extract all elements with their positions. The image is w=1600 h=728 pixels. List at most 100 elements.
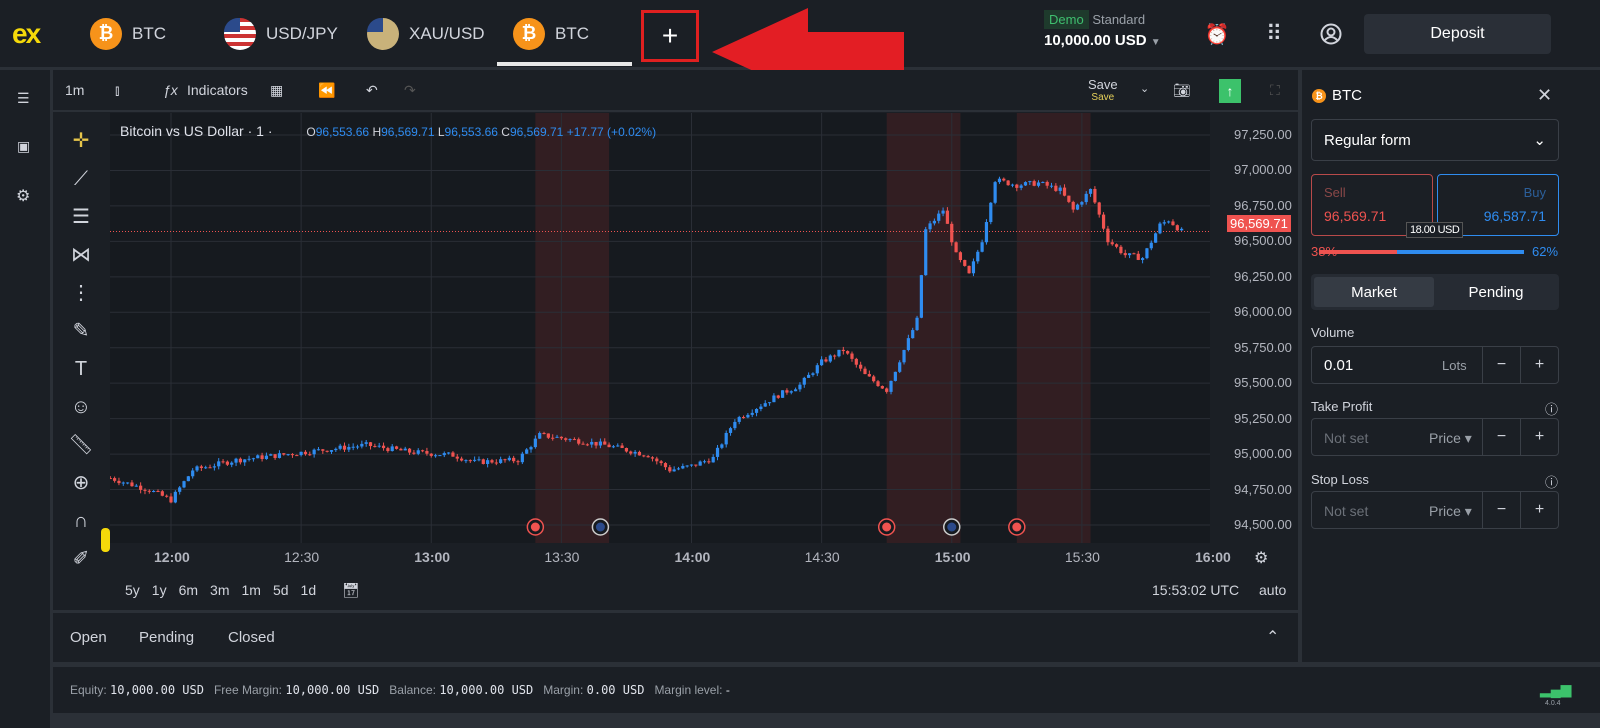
camera-icon[interactable]: 📷︎ [1173, 82, 1191, 98]
save-button[interactable]: Save Save [1088, 77, 1118, 103]
volume-increase[interactable]: + [1520, 347, 1558, 383]
redo-icon[interactable]: ↷ [404, 82, 416, 98]
candle-body [295, 455, 299, 457]
price-tick: 96,500.00 [1234, 233, 1292, 249]
fullscreen-icon[interactable]: ⛶ [1270, 82, 1280, 98]
range-1d[interactable]: 1d [300, 582, 317, 598]
replay-icon[interactable]: ⏪ [318, 82, 336, 98]
candle-body [113, 478, 117, 481]
interval-button[interactable]: 1m [65, 82, 85, 98]
pending-tab[interactable]: Pending [1468, 283, 1524, 301]
chevron-down-icon: ▼ [1150, 37, 1161, 48]
undo-icon[interactable]: ↶ [366, 82, 378, 98]
add-tab-button[interactable]: + [641, 10, 699, 62]
utc-clock[interactable]: 15:53:02 UTC [1152, 582, 1240, 598]
take-profit-input[interactable]: Not set [1324, 430, 1369, 446]
tab-btc-active[interactable]: ₿ BTC [513, 0, 589, 67]
candle-body [186, 476, 190, 482]
buy-button[interactable]: Buy 96,587.71 [1437, 174, 1559, 236]
fib-lines-icon[interactable]: ☰ [72, 206, 90, 228]
tab-btc-1[interactable]: ₿ BTC [90, 0, 166, 67]
ruler-icon[interactable]: 📏︎ [68, 434, 94, 456]
help-icon[interactable]: ⓘ [1545, 475, 1559, 490]
range-5y[interactable]: 5y [125, 582, 140, 598]
candle-body [1015, 184, 1019, 188]
candle-body [143, 489, 147, 491]
lock-drawing-icon[interactable]: ✐ [72, 548, 90, 570]
brush-icon[interactable]: ✎ [72, 320, 90, 342]
candle-body [1054, 185, 1058, 191]
collapse-toolbar-handle[interactable] [101, 528, 110, 552]
account-selector[interactable]: Demo Standard 10,000.00 USD ▼ [1044, 10, 1161, 49]
range-5d[interactable]: 5d [272, 582, 289, 598]
bitcoin-icon: ₿ [513, 17, 545, 50]
deposit-button[interactable]: Deposit [1364, 14, 1551, 54]
apps-grid-icon[interactable]: ⠿ [1265, 21, 1283, 46]
tab-closed[interactable]: Closed [228, 629, 275, 646]
candle-body [984, 222, 989, 243]
crosshair-icon[interactable]: ✛ [72, 130, 90, 152]
candle-body [455, 456, 459, 459]
candle-body [195, 466, 199, 471]
volume-decrease[interactable]: − [1482, 347, 1520, 383]
axis-settings-icon[interactable]: ⚙ [1254, 550, 1269, 567]
zoom-in-icon[interactable]: ⊕ [72, 472, 90, 494]
layout-grid-icon[interactable]: ▦ [270, 82, 284, 98]
settings-gear-icon[interactable]: ⚙ [16, 188, 31, 205]
magnet-icon[interactable]: ∩ [73, 510, 89, 532]
range-6m[interactable]: 6m [178, 582, 199, 598]
market-tab[interactable]: Market [1314, 277, 1434, 307]
candle-body [807, 374, 811, 378]
candle-body [824, 359, 828, 362]
alarm-clock-icon[interactable]: ⏰ [1204, 23, 1230, 46]
emoji-icon[interactable]: ☺ [70, 396, 92, 418]
tp-increase[interactable]: + [1520, 419, 1558, 455]
indicators-button[interactable]: Indicators [187, 82, 248, 98]
user-profile-icon[interactable] [1316, 20, 1346, 48]
candle-body [1171, 221, 1175, 226]
volume-input[interactable]: 0.01 [1324, 357, 1354, 374]
free-margin-value: 10,000.00 USD [285, 683, 380, 697]
tp-decrease[interactable]: − [1482, 419, 1520, 455]
save-dropdown-icon[interactable]: ⌄ [1140, 83, 1150, 95]
signal-strength-icon: ▂▄▆ [1540, 681, 1572, 697]
prediction-icon[interactable]: ⋮ [71, 282, 91, 304]
pattern-icon[interactable]: ⋈ [71, 244, 91, 266]
range-3m[interactable]: 3m [210, 582, 230, 598]
candle-body [503, 459, 507, 461]
tab-usdjpy[interactable]: USD/JPY [224, 0, 338, 67]
candle-body [451, 452, 455, 457]
tab-xauusd[interactable]: XAU/USD [367, 0, 485, 67]
text-icon[interactable]: T [74, 358, 88, 380]
range-1m[interactable]: 1m [241, 582, 261, 598]
candle-body [1062, 187, 1067, 196]
price-chart[interactable] [108, 113, 1213, 543]
logo[interactable]: ex [12, 18, 41, 49]
tab-pending[interactable]: Pending [139, 629, 195, 646]
tab-open[interactable]: Open [70, 629, 107, 646]
calendar-icon[interactable]: ▣ [17, 138, 31, 154]
help-icon[interactable]: ⓘ [1545, 402, 1559, 417]
sell-price: 96,569.71 [1324, 208, 1387, 224]
goto-date-icon[interactable]: 📅︎ [342, 582, 360, 598]
range-1y[interactable]: 1y [151, 582, 167, 598]
stop-loss-input[interactable]: Not set [1324, 503, 1369, 519]
trend-line-icon[interactable]: ⟋ [74, 168, 88, 190]
auto-scale-button[interactable]: auto [1259, 582, 1287, 598]
stop-loss-field: Not set Price ▾ − + [1311, 491, 1559, 529]
session-highlight [886, 113, 961, 543]
sl-increase[interactable]: + [1520, 492, 1558, 528]
price-mode-select[interactable]: Price ▾ [1429, 430, 1472, 446]
candle-type-icon[interactable]: ⫾ [115, 82, 120, 98]
candle-body [481, 459, 485, 464]
list-icon[interactable]: ☰ [17, 90, 30, 106]
sl-decrease[interactable]: − [1482, 492, 1520, 528]
chevron-up-icon[interactable]: ⌃ [1266, 629, 1280, 646]
candle-body [264, 455, 269, 460]
candle-body [620, 445, 624, 449]
close-icon[interactable]: ✕ [1537, 85, 1553, 105]
publish-arrow-up-icon[interactable]: ↑ [1219, 79, 1241, 103]
sell-button[interactable]: Sell 96,569.71 [1311, 174, 1433, 236]
order-form-select[interactable]: Regular form ⌄ [1311, 119, 1559, 161]
price-mode-select[interactable]: Price ▾ [1429, 503, 1472, 519]
